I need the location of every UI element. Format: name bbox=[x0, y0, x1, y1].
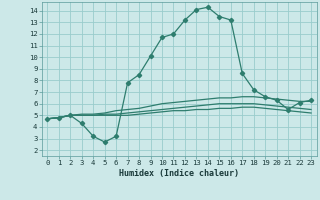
X-axis label: Humidex (Indice chaleur): Humidex (Indice chaleur) bbox=[119, 169, 239, 178]
